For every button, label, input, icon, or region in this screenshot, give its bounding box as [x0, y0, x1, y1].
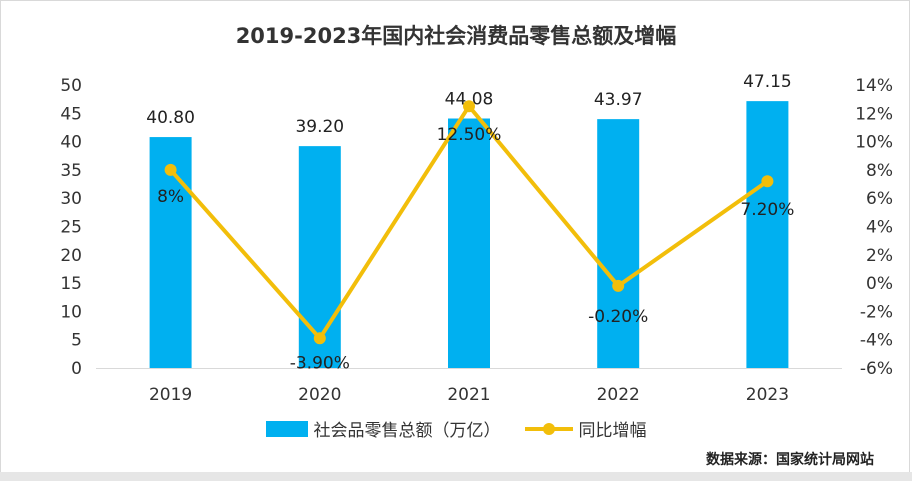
y-right-tick-label: 12%: [855, 104, 893, 124]
line-value-label: 7.20%: [740, 200, 794, 220]
line-point: [164, 163, 177, 176]
y-right-tick-label: 6%: [866, 189, 893, 209]
legend-item-line: 同比增幅: [524, 416, 647, 441]
legend-line-swatch: [524, 421, 573, 437]
y-left-tick-label: 10: [60, 302, 82, 322]
bar-value-label: 47.15: [743, 72, 792, 92]
line-point: [463, 100, 475, 113]
y-left-tick-label: 30: [60, 189, 82, 209]
source-note: 数据来源：国家统计局网站: [706, 452, 874, 468]
y-right-tick-label: -4%: [860, 331, 893, 351]
bottom-band: [0, 472, 912, 481]
chart-title: 2019-2023年国内社会消费品零售总额及增幅: [235, 24, 677, 48]
y-left-tick-label: 15: [60, 274, 82, 294]
x-tick-label: 2022: [597, 385, 640, 405]
y-right-tick-label: 0%: [866, 274, 893, 294]
legend-line-label: 同比增幅: [578, 421, 647, 441]
y-left-tick-label: 50: [60, 76, 82, 96]
y-right-tick-label: 10%: [855, 133, 893, 153]
legend: 社会品零售总额（万亿） 同比增幅: [0, 416, 912, 441]
line-point: [761, 175, 774, 188]
line-value-label: 8%: [157, 187, 184, 207]
line-value-label: 12.50%: [437, 125, 502, 145]
y-right-tick-label: -6%: [860, 359, 893, 379]
bar: [746, 101, 789, 369]
y-left-tick-label: 0: [71, 359, 82, 379]
x-tick-label: 2020: [298, 385, 341, 405]
y-right-tick-label: -2%: [860, 302, 893, 322]
y-right-tick-label: 8%: [866, 161, 893, 181]
bar: [448, 118, 490, 368]
line-point: [612, 279, 625, 292]
bar-value-label: 40.80: [146, 108, 195, 128]
bar: [298, 146, 341, 368]
bar-value-label: 39.20: [295, 117, 344, 137]
y-right-tick-label: 4%: [866, 218, 893, 238]
line-value-label: -3.90%: [290, 353, 350, 373]
legend-item-bar: 社会品零售总额（万亿）: [265, 416, 501, 441]
x-tick-label: 2019: [149, 385, 192, 405]
y-left-tick-label: 45: [60, 104, 82, 124]
x-tick-label: 2023: [746, 385, 789, 405]
y-right-tick-label: 2%: [866, 246, 893, 266]
bar: [597, 119, 640, 369]
y-left-tick-label: 20: [60, 246, 82, 266]
bar-value-label: 44.08: [445, 90, 494, 110]
bar-value-label: 43.97: [594, 90, 643, 110]
x-tick-label: 2021: [447, 385, 490, 405]
y-left-tick-label: 40: [60, 133, 82, 153]
y-left-tick-label: 35: [60, 161, 82, 181]
y-right-tick-label: 14%: [855, 76, 893, 96]
legend-bar-swatch: [265, 420, 308, 437]
line-value-label: -0.20%: [588, 307, 648, 327]
line-point: [313, 332, 326, 345]
legend-bar-label: 社会品零售总额（万亿）: [313, 421, 501, 441]
y-left-tick-label: 5: [71, 331, 82, 351]
y-left-tick-label: 25: [60, 218, 82, 238]
